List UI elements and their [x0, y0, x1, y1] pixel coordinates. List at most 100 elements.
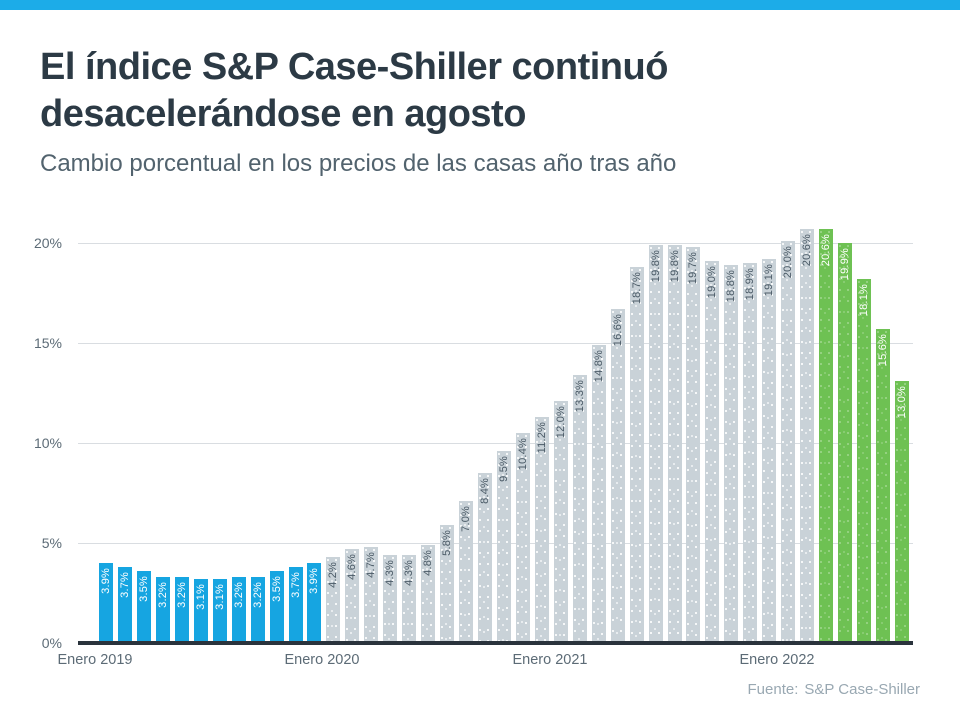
- y-axis-tick-label: 15%: [33, 335, 62, 351]
- bar: 3.7%: [118, 567, 132, 641]
- bar: 20.6%: [800, 229, 814, 641]
- bar: 5.8%: [440, 525, 454, 641]
- y-gridline: [78, 243, 913, 244]
- bar: 3.1%: [213, 579, 227, 641]
- bar: 20.6%: [819, 229, 833, 641]
- x-axis-tick-label: Enero 2021: [512, 652, 588, 668]
- bar-value-label: 16.6%: [612, 314, 624, 347]
- bar-value-label: 20.0%: [782, 246, 794, 279]
- bar: 14.8%: [592, 345, 606, 641]
- bar-value-label: 3.2%: [157, 582, 169, 608]
- bar: 4.7%: [364, 547, 378, 641]
- accent-top-bar: [0, 0, 960, 10]
- y-axis-tick-label: 5%: [41, 535, 62, 551]
- bar-value-label: 4.6%: [346, 554, 358, 580]
- bar: 13.3%: [573, 375, 587, 641]
- x-axis-tick-label: Enero 2019: [57, 652, 133, 668]
- bar-value-label: 18.7%: [631, 272, 643, 305]
- bar-value-label: 7.0%: [460, 506, 472, 532]
- chart-subtitle: Cambio porcentual en los precios de las …: [40, 150, 677, 177]
- bar-value-label: 4.8%: [422, 550, 434, 576]
- bar: 3.1%: [194, 579, 208, 641]
- bar: 10.4%: [516, 433, 530, 641]
- bar-value-label: 8.4%: [479, 478, 491, 504]
- y-axis-tick-label: 10%: [33, 435, 62, 451]
- bar-value-label: 13.3%: [574, 380, 586, 413]
- bar: 20.0%: [781, 241, 795, 641]
- bar-value-label: 3.7%: [119, 572, 131, 598]
- bar-value-label: 19.8%: [650, 250, 662, 283]
- bar-value-label: 3.7%: [290, 572, 302, 598]
- bar: 18.8%: [724, 265, 738, 641]
- bar: 13.0%: [895, 381, 909, 641]
- source-attribution: Fuente: S&P Case-Shiller: [0, 681, 920, 698]
- bar-value-label: 9.5%: [498, 456, 510, 482]
- bar: 18.1%: [857, 279, 871, 641]
- bar-value-label: 3.1%: [195, 584, 207, 610]
- bar-value-label: 5.8%: [441, 530, 453, 556]
- bar: 4.3%: [383, 555, 397, 641]
- x-axis-baseline: [78, 641, 913, 645]
- bar: 3.9%: [99, 563, 113, 641]
- bar: 9.5%: [497, 451, 511, 641]
- bar: 15.6%: [876, 329, 890, 641]
- source-label: Fuente:: [747, 681, 799, 698]
- bar-value-label: 15.6%: [877, 334, 889, 367]
- bar-value-label: 4.3%: [403, 560, 415, 586]
- bar: 4.2%: [326, 557, 340, 641]
- bar-value-label: 3.1%: [214, 584, 226, 610]
- bar-value-label: 19.7%: [687, 252, 699, 285]
- bar-value-label: 18.1%: [858, 284, 870, 317]
- bar: 3.5%: [270, 571, 284, 641]
- x-axis-tick-label: Enero 2020: [284, 652, 360, 668]
- bar-value-label: 3.2%: [176, 582, 188, 608]
- bar: 19.7%: [686, 247, 700, 641]
- bar: 3.2%: [251, 577, 265, 641]
- bar: 19.1%: [762, 259, 776, 641]
- bar: 18.7%: [630, 267, 644, 641]
- x-axis-tick-label: Enero 2022: [739, 652, 815, 668]
- bar-value-label: 10.4%: [517, 438, 529, 471]
- bar-value-label: 4.3%: [384, 560, 396, 586]
- bar: 3.2%: [175, 577, 189, 641]
- bar: 12.0%: [554, 401, 568, 641]
- bar-value-label: 3.5%: [271, 576, 283, 602]
- bar-value-label: 20.6%: [801, 234, 813, 267]
- bar-value-label: 14.8%: [593, 350, 605, 383]
- bar-value-label: 4.7%: [365, 552, 377, 578]
- bar: 3.2%: [232, 577, 246, 641]
- page-title: El índice S&P Case-Shiller continuó desa…: [40, 44, 668, 138]
- bar-value-label: 3.2%: [252, 582, 264, 608]
- bar: 19.0%: [705, 261, 719, 641]
- y-gridline: [78, 443, 913, 444]
- bar-value-label: 13.0%: [896, 386, 908, 419]
- bar-value-label: 18.9%: [744, 268, 756, 301]
- bar-value-label: 4.2%: [327, 562, 339, 588]
- bar: 16.6%: [611, 309, 625, 641]
- bar: 11.2%: [535, 417, 549, 641]
- bar-value-label: 3.5%: [138, 576, 150, 602]
- bar: 4.3%: [402, 555, 416, 641]
- bar: 4.6%: [345, 549, 359, 641]
- bar-value-label: 3.9%: [100, 568, 112, 594]
- y-axis-tick-label: 20%: [33, 235, 62, 251]
- bar: 3.2%: [156, 577, 170, 641]
- page-title-line-2: desacelerándose en agosto: [40, 93, 526, 135]
- bar: 8.4%: [478, 473, 492, 641]
- bar: 3.5%: [137, 571, 151, 641]
- bar: 3.7%: [289, 567, 303, 641]
- bar: 19.9%: [838, 243, 852, 641]
- bar: 7.0%: [459, 501, 473, 641]
- bar: 19.8%: [649, 245, 663, 641]
- bar-value-label: 3.2%: [233, 582, 245, 608]
- source-value: S&P Case-Shiller: [804, 681, 920, 698]
- bar: 19.8%: [668, 245, 682, 641]
- bar-value-label: 19.9%: [839, 248, 851, 281]
- bar-value-label: 19.8%: [669, 250, 681, 283]
- bar: 18.9%: [743, 263, 757, 641]
- page-title-line-1: El índice S&P Case-Shiller continuó: [40, 46, 668, 88]
- y-gridline: [78, 343, 913, 344]
- bar-value-label: 3.9%: [308, 568, 320, 594]
- bar-value-label: 18.8%: [725, 270, 737, 303]
